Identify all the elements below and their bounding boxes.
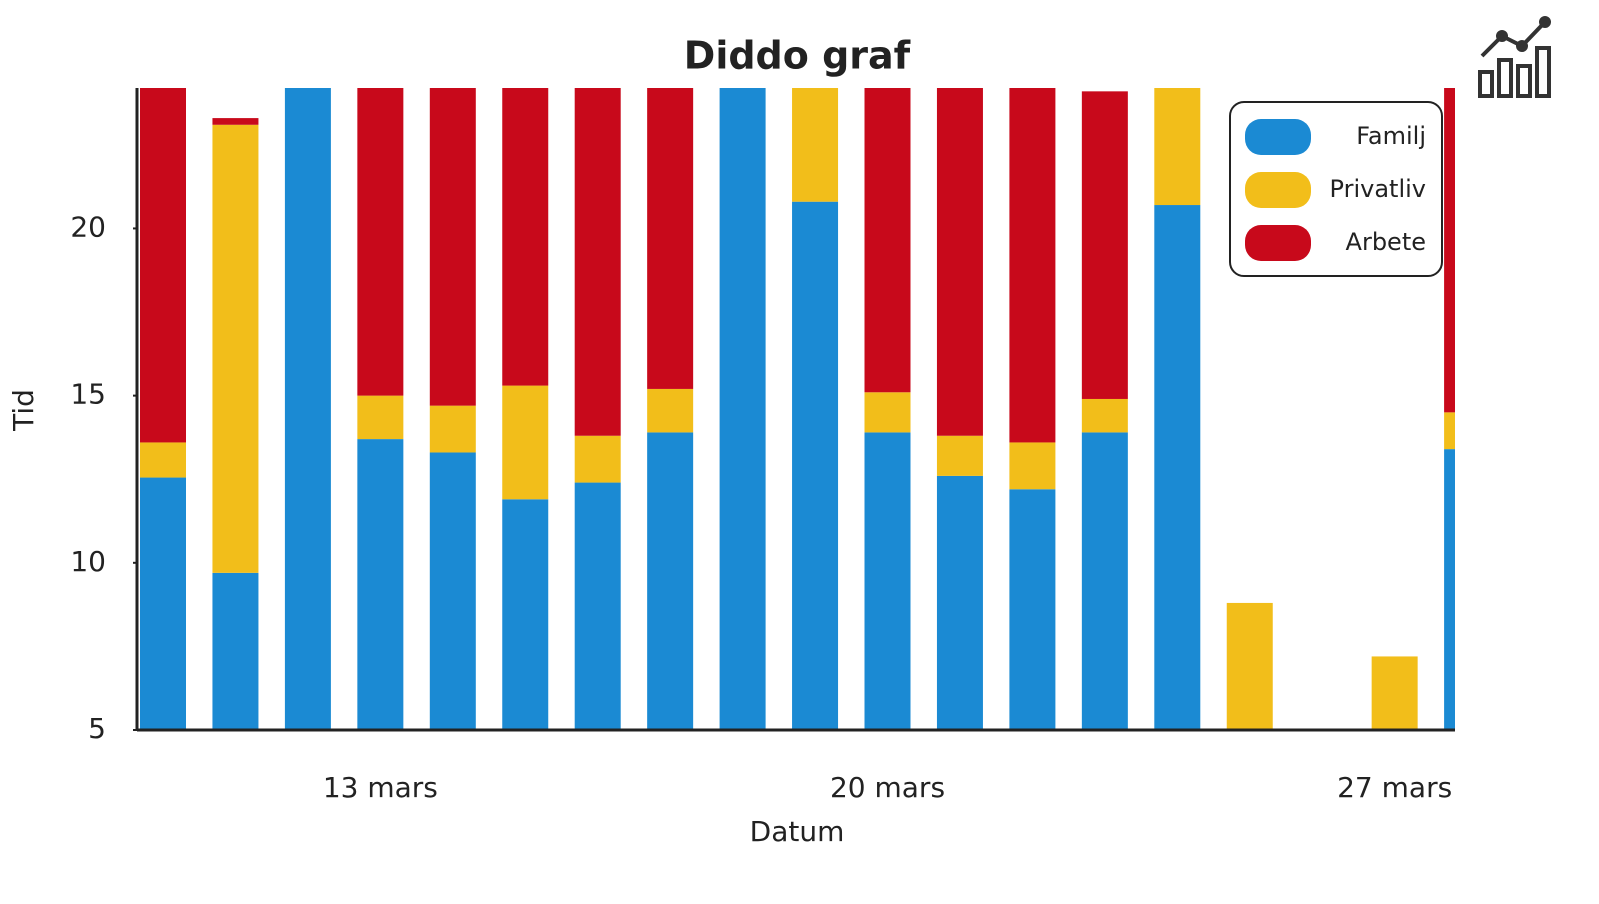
bar-segment — [864, 88, 911, 393]
bar-segment — [429, 452, 476, 730]
bar-segment — [792, 88, 839, 202]
bar-segment — [140, 88, 186, 443]
bar-segment — [719, 88, 766, 730]
bar-segment — [429, 405, 476, 453]
bar-segment — [1009, 489, 1056, 730]
x-axis-label: Datum — [750, 815, 845, 848]
x-tick-label: 20 mars — [830, 771, 945, 804]
bar-segment — [647, 432, 694, 730]
bar-segment — [212, 124, 259, 573]
bar-segment — [1009, 442, 1056, 490]
bar-segment — [1226, 602, 1273, 730]
bar-segment — [936, 435, 983, 476]
bars — [140, 88, 1455, 730]
legend-label: Privatliv — [1330, 175, 1426, 203]
x-tick-label: 27 mars — [1337, 771, 1452, 804]
bar-segment — [284, 88, 331, 730]
bar-segment — [429, 88, 476, 406]
bar-segment — [1081, 432, 1128, 730]
bar-segment — [792, 201, 839, 730]
legend-swatch — [1245, 172, 1311, 208]
bar-segment — [1444, 412, 1455, 450]
bar-segment — [1081, 91, 1128, 399]
bar-segment — [936, 475, 983, 730]
y-tick-label: 10 — [70, 545, 106, 578]
y-tick-label: 20 — [70, 210, 106, 243]
y-tick-label: 15 — [70, 378, 106, 411]
legend-label: Familj — [1356, 122, 1426, 150]
bar-segment — [864, 432, 911, 730]
bar-segment — [936, 88, 983, 436]
bar-segment — [1444, 88, 1455, 413]
bar-segment — [647, 88, 694, 389]
legend-label: Arbete — [1346, 228, 1426, 256]
bar-segment — [212, 572, 259, 730]
bar-segment — [140, 442, 186, 478]
bar-segment — [1154, 88, 1201, 206]
bar-segment — [502, 385, 549, 500]
legend-swatch — [1245, 225, 1311, 261]
bar-segment — [357, 439, 404, 730]
bar-segment — [1009, 88, 1056, 443]
bar-segment — [1154, 205, 1201, 730]
bar-segment — [140, 477, 186, 730]
bar-segment — [502, 499, 549, 730]
bar-segment — [864, 392, 911, 433]
bar-segment — [1444, 449, 1455, 730]
bar-segment — [1081, 398, 1128, 433]
bar-segment — [357, 88, 404, 396]
x-tick-label: 13 mars — [323, 771, 438, 804]
y-tick-label: 5 — [88, 712, 106, 745]
bar-segment — [574, 88, 621, 436]
bar-segment — [574, 435, 621, 483]
bar-segment — [502, 88, 549, 386]
bar-segment — [574, 482, 621, 730]
bar-segment — [1371, 656, 1418, 730]
chart-icon — [1478, 16, 1551, 98]
bar-segment — [212, 118, 259, 125]
chart-title: Diddo graf — [684, 34, 911, 78]
y-axis-label: Tid — [7, 389, 40, 432]
legend-swatch — [1245, 119, 1311, 155]
bar-segment — [357, 395, 404, 440]
bar-segment — [647, 388, 694, 433]
